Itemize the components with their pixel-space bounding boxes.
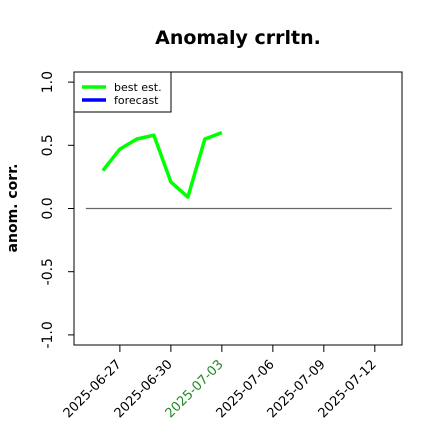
legend-label: best est. [114, 81, 162, 94]
y-tick-label: 1.0 [40, 71, 56, 93]
y-tick-label: -0.5 [40, 258, 56, 285]
y-tick-label: -1.0 [40, 321, 56, 348]
legend-label: forecast [114, 94, 159, 107]
y-tick-label: 0.5 [40, 134, 56, 156]
y-axis-label: anom. corr. [5, 164, 21, 253]
data-line [101, 131, 223, 199]
legend-box [73, 71, 172, 113]
chart-title: Anomaly crrltn. [155, 27, 321, 49]
y-tick-label: 0.0 [40, 197, 56, 219]
